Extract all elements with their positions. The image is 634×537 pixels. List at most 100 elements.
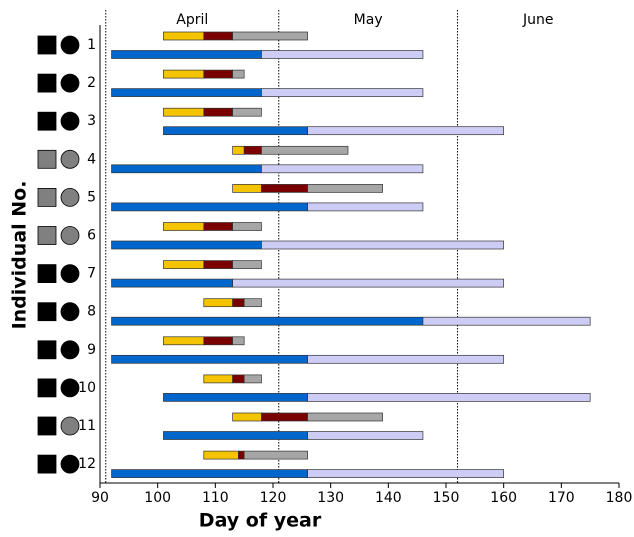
x-tick-label: 110	[202, 490, 229, 506]
square-symbol	[37, 416, 57, 436]
bar-segment	[261, 88, 424, 97]
bar-segment	[203, 107, 233, 117]
bar-segment	[307, 469, 505, 478]
bar-segment	[232, 222, 262, 231]
bar-segment	[232, 69, 245, 79]
y-tick-label: 7	[87, 266, 96, 282]
bar-segment	[261, 240, 505, 250]
square-symbol	[37, 302, 57, 322]
bar-segment	[163, 69, 205, 79]
x-tick-label: 100	[144, 490, 171, 506]
bar-segment	[232, 278, 505, 288]
bar-segment	[203, 298, 233, 308]
bar-segment	[111, 316, 424, 326]
month-label: April	[176, 12, 208, 28]
bar-segment	[307, 393, 591, 402]
y-axis-label: Individual No.	[9, 181, 31, 330]
bar-segment	[307, 354, 505, 364]
bar-segment	[243, 298, 262, 308]
bar-segment	[163, 222, 205, 231]
x-tick-label: 170	[548, 490, 575, 506]
circle-symbol	[60, 264, 80, 284]
bar-segment	[111, 202, 308, 212]
y-tick-label: 3	[87, 113, 96, 129]
bar-segment	[203, 69, 233, 79]
square-symbol	[37, 35, 57, 55]
bar-segment	[422, 316, 591, 326]
y-tick-label: 5	[87, 189, 96, 205]
x-axis-label: Day of year	[199, 510, 322, 532]
bar-segment	[203, 336, 233, 346]
bar-segment	[203, 374, 233, 384]
y-tick-label: 2	[87, 75, 96, 91]
bar-segment	[232, 336, 245, 346]
bar-segment	[111, 50, 262, 59]
bar-segment	[232, 31, 308, 41]
x-tick-label: 180	[606, 490, 633, 506]
square-symbol	[37, 149, 57, 169]
bar-segment	[163, 107, 205, 117]
circle-symbol	[60, 111, 80, 131]
y-tick-label: 12	[78, 456, 96, 472]
circle-symbol	[60, 454, 80, 474]
bar-segment	[111, 278, 233, 288]
bar-segment	[163, 336, 205, 346]
month-label: May	[354, 12, 383, 28]
bar-segment	[232, 184, 262, 193]
bar-segment	[232, 412, 262, 422]
square-symbol	[37, 187, 57, 207]
circle-symbol	[60, 302, 80, 322]
circle-symbol	[60, 187, 80, 207]
circle-symbol	[60, 35, 80, 55]
x-tick-label: 160	[490, 490, 517, 506]
y-tick-label: 6	[87, 228, 96, 244]
month-label: June	[522, 12, 554, 28]
square-symbol	[37, 454, 57, 474]
circle-symbol	[60, 73, 80, 93]
circle-symbol	[60, 340, 80, 360]
y-tick-label: 9	[87, 342, 96, 358]
y-tick-label: 1	[87, 37, 96, 53]
bar-segment	[111, 88, 262, 97]
x-tick-label: 90	[91, 490, 109, 506]
bar-segment	[203, 260, 233, 269]
bar-segment	[232, 145, 245, 155]
square-symbol	[37, 378, 57, 398]
bar-segment	[307, 202, 424, 212]
y-tick-label: 11	[78, 418, 96, 434]
x-tick-label: 120	[260, 490, 287, 506]
bar-segment	[232, 107, 262, 117]
y-tick-label: 4	[87, 151, 96, 167]
bar-segment	[163, 126, 308, 136]
y-tick-label: 10	[78, 380, 96, 396]
square-symbol	[37, 73, 57, 93]
bar-segment	[243, 145, 262, 155]
square-symbol	[37, 340, 57, 360]
bar-segment	[111, 469, 308, 478]
x-tick-label: 140	[375, 490, 402, 506]
bar-segment	[232, 260, 262, 269]
bar-segment	[261, 164, 424, 174]
circle-symbol	[60, 226, 80, 245]
square-symbol	[37, 264, 57, 284]
bar-segment	[163, 31, 205, 41]
bar-segment	[261, 50, 424, 59]
bar-segment	[203, 31, 233, 41]
bar-segment	[261, 184, 308, 193]
bar-segment	[261, 145, 349, 155]
bar-segment	[243, 374, 262, 384]
y-tick-label: 8	[87, 304, 96, 320]
bar-segment	[232, 298, 245, 308]
x-tick-label: 150	[433, 490, 460, 506]
bar-segment	[261, 412, 308, 422]
square-symbol	[37, 226, 57, 245]
bar-segment	[203, 450, 239, 460]
bar-segment	[163, 393, 308, 402]
bar-segment	[243, 450, 308, 460]
bar-segment	[111, 164, 262, 174]
bar-segment	[232, 374, 245, 384]
bar-segment	[203, 222, 233, 231]
bar-segment	[238, 450, 245, 460]
bar-segment	[111, 354, 308, 364]
